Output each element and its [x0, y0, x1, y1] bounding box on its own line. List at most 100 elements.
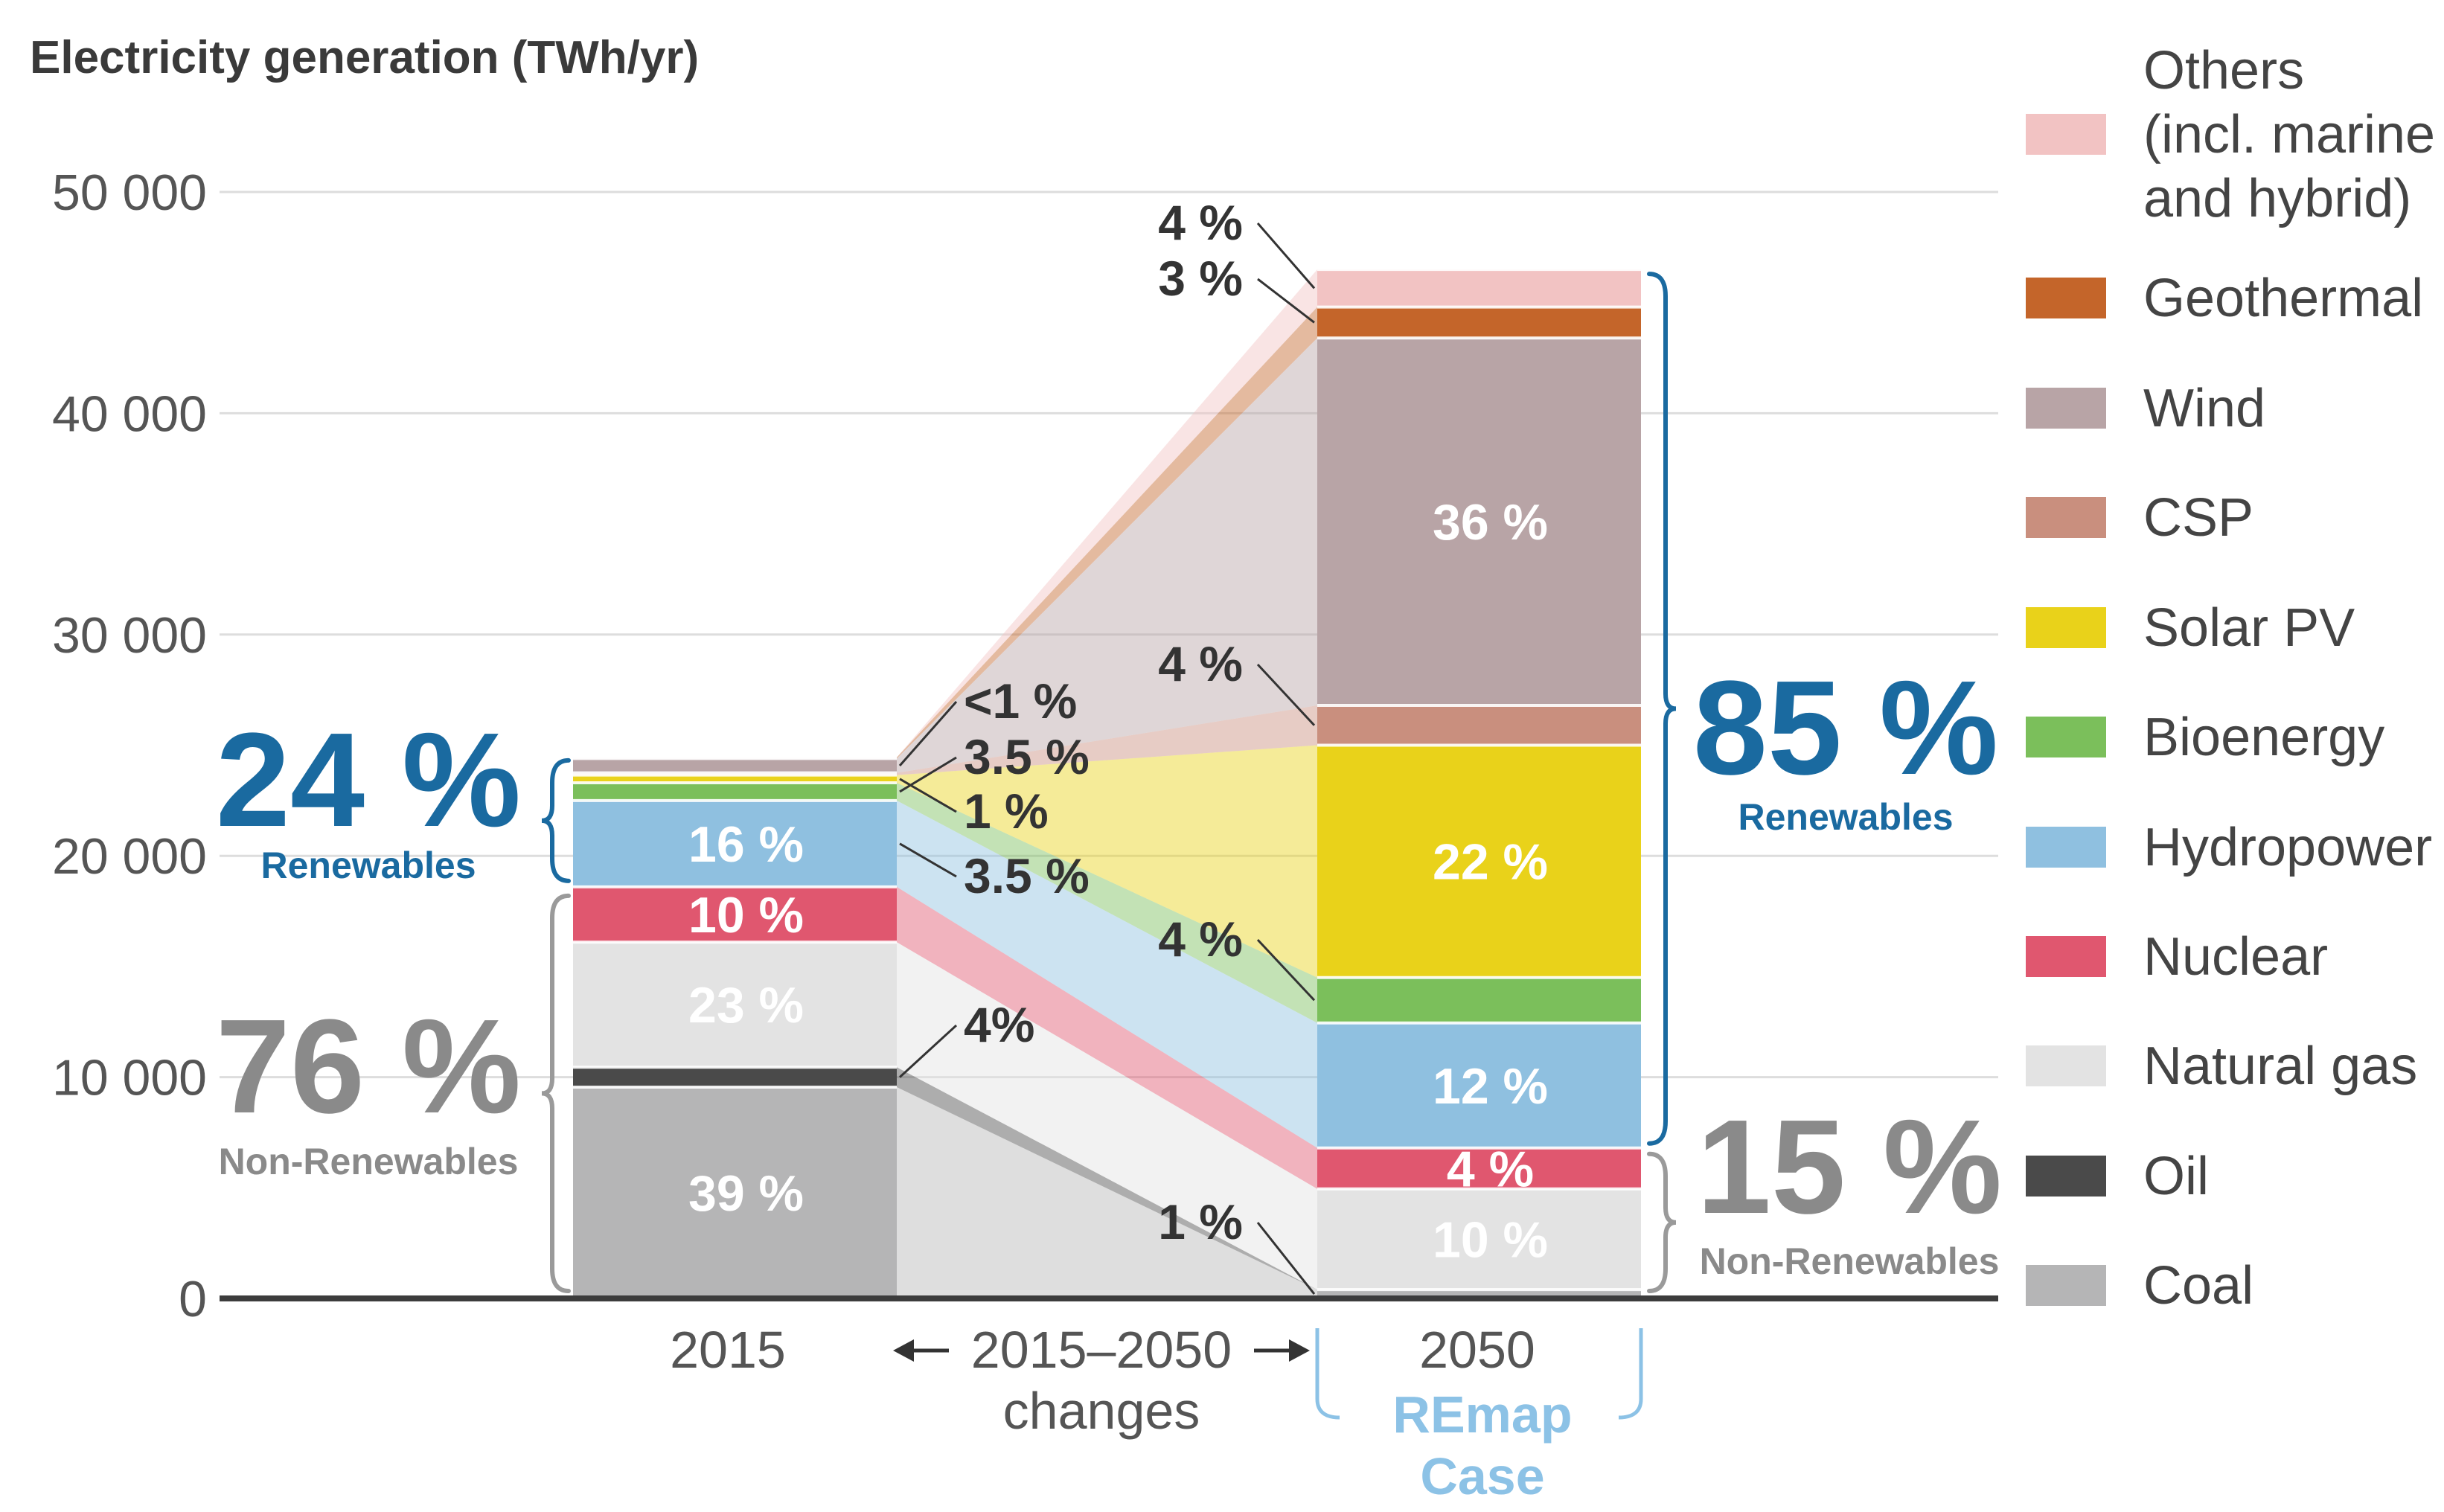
bar-segment-bioenergy-2050 — [1317, 977, 1641, 1023]
legend-label-natural-gas: Natural gas — [2143, 1037, 2417, 1096]
callout-leader-2015 — [898, 701, 958, 767]
callout-2015-bioenergy: 3.5 % — [964, 729, 1090, 784]
stacked-bars — [573, 268, 1641, 1298]
share-renewables-2015-label: Renewables — [260, 845, 476, 886]
x-label-changes-line1: 2015–2050 — [971, 1321, 1232, 1379]
share-non-renewables-2050-label: Non-Renewables — [1700, 1240, 2000, 1282]
bar-segment-nuclear-2050 — [1317, 1147, 1641, 1189]
bar-segment-natural-gas-2015 — [573, 942, 897, 1068]
legend-label-oil: Oil — [2143, 1147, 2209, 1206]
y-tick-label: 40 000 — [52, 385, 207, 442]
legend-label-bioenergy: Bioenergy — [2143, 708, 2384, 767]
bracket-non-renewables-2015 — [541, 893, 571, 1293]
share-non-renewables-2015-label: Non-Renewables — [219, 1141, 519, 1182]
gridlines — [220, 190, 1998, 1079]
flow-coal — [897, 1086, 1317, 1298]
callout-2050-bioenergy: 4 % — [1158, 912, 1243, 967]
bar-segment-coal-2015 — [573, 1086, 897, 1298]
bar-label-2015-hydropower: 16 % — [688, 816, 804, 873]
arrow-left-head — [893, 1339, 914, 1362]
legend-swatch-coal — [2026, 1265, 2106, 1306]
bar-segment-coal-2050 — [1317, 1290, 1641, 1298]
flow-others — [897, 269, 1317, 757]
legend-label-nuclear: Nuclear — [2143, 927, 2328, 987]
flow-bioenergy — [897, 783, 1317, 1023]
transition-flows — [897, 269, 1317, 1298]
legend-swatch-natural-gas — [2026, 1045, 2106, 1086]
flow-hydropower — [897, 800, 1317, 1148]
callout-2015-solar-pv: 1 % — [964, 784, 1049, 839]
callout-leader-2050 — [1256, 663, 1316, 726]
y-axis-ticks: 0 10 000 20 000 30 000 40 000 50 000 — [52, 164, 207, 1327]
y-tick-label: 30 000 — [52, 607, 207, 664]
share-non-renewables-2015-value: 76 % — [216, 992, 521, 1141]
x-label-remap-line2: Case — [1420, 1447, 1544, 1505]
bar-segment-others-2050 — [1317, 269, 1641, 307]
legend-label-coal: Coal — [2143, 1256, 2253, 1316]
bar-segment-solar-pv-2015 — [573, 775, 897, 784]
callout-2050-others: 4 % — [1158, 195, 1243, 250]
remap-bracket-right — [1618, 1328, 1643, 1420]
legend-swatch-solar-pv — [2026, 607, 2106, 648]
share-renewables-2050-label: Renewables — [1738, 796, 1953, 838]
legend-swatch-hydropower — [2026, 827, 2106, 868]
bar-segment-csp-2050 — [1317, 705, 1641, 746]
callout-2050-csp: 4 % — [1158, 636, 1243, 691]
x-label-2050: 2050 — [1419, 1321, 1535, 1379]
callout-leader-2015 — [899, 778, 957, 813]
y-tick-label: 50 000 — [52, 164, 207, 221]
bracket-renewables-2050 — [1647, 272, 1677, 1146]
y-tick-label: 20 000 — [52, 828, 207, 885]
x-label-remap-line1: REmap — [1392, 1386, 1572, 1444]
bar-segment-nuclear-2015 — [573, 886, 897, 943]
bracket-non-renewables-2050 — [1647, 1151, 1677, 1293]
legend-label-others: Others — [2143, 41, 2304, 100]
bar-label-2015-natural-gas: 23 % — [688, 977, 804, 1034]
y-tick-label: 0 — [179, 1271, 207, 1327]
bar-segment-bioenergy-2015 — [573, 783, 897, 801]
callout-2050-geothermal: 3 % — [1158, 251, 1243, 306]
bar-label-2050-wind: 36 % — [1433, 494, 1548, 551]
callout-leader-2050 — [1257, 278, 1315, 324]
legend-label-others: (incl. marine — [2143, 105, 2435, 164]
share-renewables-2050-value: 85 % — [1693, 653, 1998, 803]
legend-label-wind: Wind — [2143, 379, 2265, 438]
callout-2015-wind: <1 % — [964, 673, 1077, 728]
callout-labels: <1 %3.5 %1 %3.5 %4%4 %3 %4 %4 %1 % — [898, 195, 1316, 1295]
callout-leader-2015 — [899, 756, 957, 793]
bar-label-2050-nuclear: 4 % — [1447, 1141, 1534, 1197]
legend-swatch-wind — [2026, 388, 2106, 429]
callout-leader-2050 — [1256, 1222, 1316, 1295]
callout-2015-oil: 4% — [964, 997, 1034, 1052]
flow-geothermal — [897, 307, 1317, 759]
bar-label-2015-nuclear: 10 % — [688, 887, 804, 944]
x-label-2015: 2015 — [670, 1321, 786, 1379]
bracket-renewables-2015 — [541, 757, 571, 883]
chart-title: Electricity generation (TWh/yr) — [30, 32, 699, 83]
flow-csp — [897, 705, 1317, 775]
remap-bracket-left — [1315, 1328, 1340, 1420]
bar-segment-oil-2015 — [573, 1067, 897, 1087]
bar-label-2050-natural-gas: 10 % — [1433, 1211, 1548, 1268]
bar-segment-hydropower-2015 — [573, 800, 897, 887]
callout-leader-2050 — [1256, 938, 1316, 1002]
share-non-renewables-2050-value: 15 % — [1697, 1092, 2002, 1242]
flow-solar-pv — [897, 745, 1317, 978]
legend-swatch-geothermal — [2026, 278, 2106, 318]
callout-2050-coal: 1 % — [1158, 1194, 1243, 1249]
callout-leader-2015 — [899, 842, 957, 878]
legend-label-csp: CSP — [2143, 488, 2253, 548]
callout-leader-2015 — [898, 1024, 958, 1078]
flow-natural-gas — [897, 942, 1317, 1290]
legend-label-hydropower: Hydropower — [2143, 818, 2432, 877]
bar-segment-hydropower-2050 — [1317, 1022, 1641, 1148]
share-renewables-2015-value: 24 % — [216, 705, 521, 855]
y-tick-label: 10 000 — [52, 1050, 207, 1106]
bar-segment-wind-2050 — [1317, 338, 1641, 705]
bar-label-2015-coal: 39 % — [688, 1165, 804, 1222]
bar-segment-wind-2015 — [573, 758, 897, 773]
